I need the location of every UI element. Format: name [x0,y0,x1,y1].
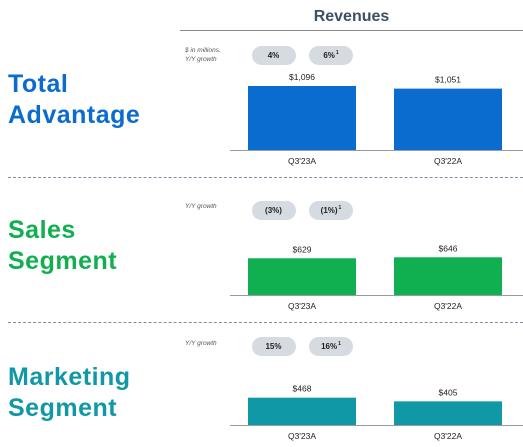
growth-note-text: Y/Y growth [185,340,217,347]
category-tick-label: Q3'23A [288,301,316,311]
bar-Q3'23A [248,258,356,295]
growth-note: Y/Y growth [185,202,217,211]
growth-note: Y/Y growth [185,339,217,348]
data-label: $468 [293,384,312,394]
segment-title-total: Total Advantage [8,69,140,131]
segment-title-line1: Marketing [8,363,131,391]
data-label: $646 [439,243,458,253]
segment-title-line2: Advantage [8,101,141,129]
bar-Q3'23A [248,397,356,425]
segment-title-line1: Total [8,70,69,98]
growth-pill-reported: (3%) [252,201,296,220]
revenues-header: Revenues [180,8,523,26]
units-note-line1: $ in millions. [185,47,221,54]
units-note-line2: Y/Y growth [185,56,217,63]
data-label: $1,051 [435,75,461,85]
bar-chart-svg: $468 Q3'23A $405 Q3'22A [230,384,523,441]
bar-Q3'23A [248,86,356,150]
section-divider [8,322,523,323]
chart-title: Revenues [313,8,390,25]
bar-Q3'22A [394,401,502,425]
bar-chart-svg: $1,096 Q3'23A $1,051 Q3'22A [230,72,523,166]
segment-title-line1: Sales [8,216,76,244]
category-tick-label: Q3'22A [434,431,462,441]
units-note: $ in millions. Y/Y growth [185,46,221,64]
bar-chart-svg: $629 Q3'23A $646 Q3'22A [230,243,523,311]
data-label: $405 [439,387,458,397]
segment-title-line2: Segment [8,394,118,422]
category-tick-label: Q3'23A [288,156,316,166]
bar-Q3'22A [394,88,502,150]
section-divider [8,177,523,178]
growth-note-text: Y/Y growth [185,203,217,210]
segment-title-sales: Sales Segment [8,215,117,277]
growth-pill-constant-currency: 6%1 [309,46,353,65]
growth-pill-constant-currency: 16%1 [309,337,353,356]
growth-pill-reported: 4% [252,46,296,65]
header-rule [180,30,523,31]
category-tick-label: Q3'22A [434,156,462,166]
segment-title-marketing: Marketing Segment [8,362,131,424]
growth-pill-reported: 15% [252,337,296,356]
bar-Q3'22A [394,257,502,295]
category-tick-label: Q3'22A [434,301,462,311]
data-label: $1,096 [289,72,315,82]
category-tick-label: Q3'23A [288,431,316,441]
segment-title-line2: Segment [8,247,118,275]
growth-pill-constant-currency: (1%)1 [309,201,353,220]
data-label: $629 [293,244,312,254]
